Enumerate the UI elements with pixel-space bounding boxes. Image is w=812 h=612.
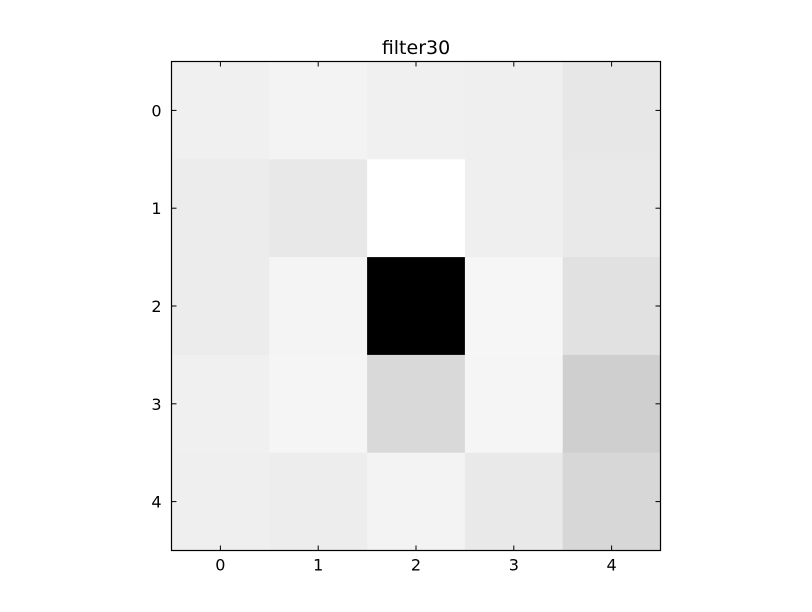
heatmap-cell-r4-c0 <box>171 452 270 552</box>
y-tick-label-0: 0 <box>151 101 161 120</box>
x-tick-label-0: 0 <box>215 556 225 575</box>
y-tick-label-3: 3 <box>151 395 161 414</box>
heatmap-cell-r3-c0 <box>171 354 270 454</box>
axis-ticks <box>171 61 661 551</box>
axis-tick-labels: 0 1 2 3 4 0 1 2 3 4 <box>151 101 616 574</box>
heatmap-cell-r4-c4 <box>562 452 662 552</box>
chart-title: filter30 <box>382 37 450 59</box>
y-tick-label-4: 4 <box>151 493 161 512</box>
heatmap-cell-r3-c1 <box>269 354 368 454</box>
heatmap-cell-r2-c0 <box>171 257 270 356</box>
heatmap-cell-r0-c4 <box>562 61 662 160</box>
x-tick-label-1: 1 <box>313 556 323 575</box>
heatmap-cell-r4-c3 <box>464 452 564 552</box>
heatmap-cell-r1-c4 <box>562 159 662 258</box>
heatmap-cell-r1-c2 <box>367 159 466 258</box>
heatmap-cell-r3-c2 <box>367 354 466 454</box>
heatmap-cell-r2-c3 <box>464 257 564 356</box>
heatmap-cell-r0-c0 <box>171 61 270 160</box>
y-tick-label-1: 1 <box>151 199 161 218</box>
x-tick-label-2: 2 <box>411 556 421 575</box>
x-tick-label-3: 3 <box>509 556 519 575</box>
heatmap-cell-r0-c1 <box>269 61 368 160</box>
heatmap-cell-r3-c4 <box>562 354 662 454</box>
heatmap-cell-r1-c3 <box>464 159 564 258</box>
heatmap-cell-r2-c4 <box>562 257 662 356</box>
heatmap-cell-r4-c1 <box>269 452 368 552</box>
plot-frame <box>170 60 662 552</box>
heatmap-cell-r0-c3 <box>464 61 564 160</box>
heatmap-cell-r3-c3 <box>464 354 564 454</box>
x-tick-label-4: 4 <box>607 556 617 575</box>
heatmap-cell-r0-c2 <box>367 61 466 160</box>
heatmap-cell-r1-c1 <box>269 159 368 258</box>
heatmap-cell-r2-c1 <box>269 257 368 356</box>
heatmap-cell-r1-c0 <box>171 159 270 258</box>
heatmap-cell-r4-c2 <box>367 452 466 552</box>
heatmap-cell-r2-c2 <box>367 257 466 356</box>
y-tick-label-2: 2 <box>151 297 161 316</box>
heatmap-cells <box>171 61 662 552</box>
